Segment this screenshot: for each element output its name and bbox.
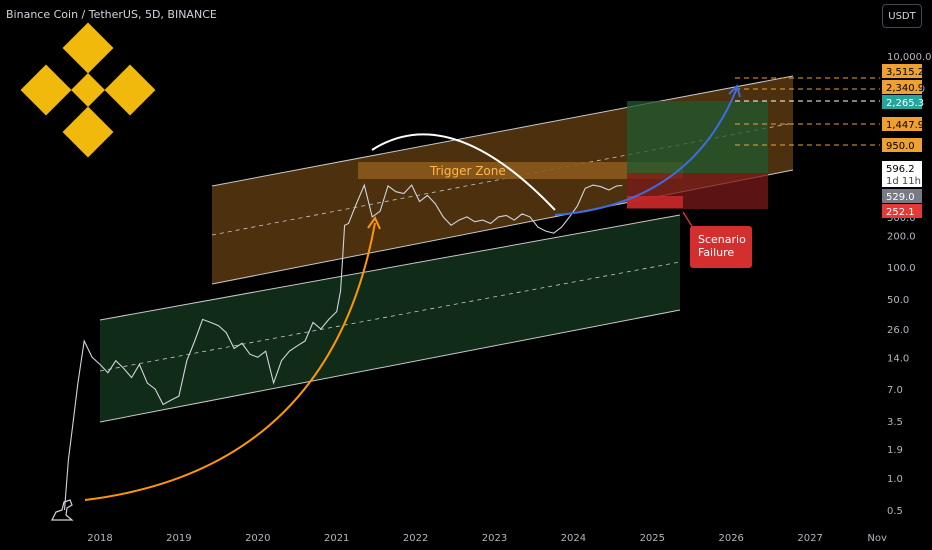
y-tick-label: 10,000.0 xyxy=(887,52,932,63)
watermark-dino-icon xyxy=(51,499,74,521)
y-tick-label: 0.5 xyxy=(887,506,903,517)
price-series-line xyxy=(63,183,623,511)
x-tick-label: 2026 xyxy=(718,533,743,544)
y-tick-label: 14.0 xyxy=(887,353,909,364)
orange-projection-arrow xyxy=(84,222,376,501)
orange-channel-mid xyxy=(211,122,794,236)
price-tag-bg xyxy=(882,173,922,187)
orange-arrow-head xyxy=(367,215,381,230)
y-tick-label: 300.0 xyxy=(887,213,916,224)
green-channel-mid xyxy=(99,261,681,372)
blue-arrow-head xyxy=(728,84,741,98)
binance-logo-icon xyxy=(20,22,156,158)
x-tick-label: 2018 xyxy=(87,533,112,544)
binance-logo-part xyxy=(20,64,72,116)
scenario-failure-label: Scenario xyxy=(698,233,746,246)
cycle-arc xyxy=(371,133,556,211)
orange-channel-top xyxy=(211,75,794,187)
price-tag-label: 2,265.3 xyxy=(886,98,924,109)
binance-logo-part xyxy=(62,22,114,74)
price-tag-label: 529.0 xyxy=(886,192,915,203)
scenario-failure-label: Failure xyxy=(698,246,734,259)
green-channel xyxy=(100,215,680,422)
binance-logo-part xyxy=(71,73,105,107)
price-tag-label: 596.2 xyxy=(886,164,915,175)
x-tick-label: 2022 xyxy=(403,533,428,544)
x-tick-label: 2021 xyxy=(324,533,349,544)
y-tick-label: 3.5 xyxy=(887,417,903,428)
y-tick-label: 7.0 xyxy=(887,385,903,396)
x-tick-label: 2019 xyxy=(166,533,191,544)
price-tag-label: 1d 11h xyxy=(886,176,921,187)
price-tag-label: 1,447.9 xyxy=(886,120,924,131)
stop-loss-band xyxy=(627,196,683,208)
price-tag-label: 3,515.2 xyxy=(886,67,924,78)
target-profit-box xyxy=(627,101,768,173)
trigger-zone-label: Trigger Zone xyxy=(429,164,506,178)
y-tick-label: 100.0 xyxy=(887,263,916,274)
x-tick-label: 2024 xyxy=(561,533,586,544)
binance-logo-part xyxy=(104,64,156,116)
price-tag-bg xyxy=(882,64,922,78)
price-tag-bg xyxy=(882,138,922,152)
price-tag-label: 2,340.9 xyxy=(886,83,924,94)
price-tag-bg xyxy=(882,161,922,175)
scenario-failure-box xyxy=(690,226,752,268)
price-tag-bg xyxy=(882,95,922,109)
scenario-failure-pointer xyxy=(682,211,694,229)
green-channel-top xyxy=(99,214,681,321)
price-tag-label: 950.0 xyxy=(886,141,915,152)
x-tick-label: Nov xyxy=(867,533,887,544)
currency-button[interactable]: USDT xyxy=(882,4,922,28)
price-tag-bg xyxy=(882,189,922,203)
x-tick-label: 2025 xyxy=(640,533,665,544)
y-tick-label: 200.0 xyxy=(887,231,916,242)
x-tick-label: 2023 xyxy=(482,533,507,544)
x-tick-label: 2020 xyxy=(245,533,270,544)
symbol-title: Binance Coin / TetherUS, 5D, BINANCE xyxy=(6,8,217,21)
price-tag-bg xyxy=(882,117,922,131)
price-tag-bg xyxy=(882,80,922,94)
blue-projection-arrow xyxy=(554,87,738,216)
green-channel-bottom xyxy=(99,309,681,423)
price-tag-label: 252.1 xyxy=(886,207,915,218)
x-tick-label: 2027 xyxy=(797,533,822,544)
trigger-zone-box xyxy=(358,162,683,179)
y-tick-label: 1.0 xyxy=(887,474,903,485)
price-tag-bg xyxy=(882,204,922,218)
y-tick-label: 1.9 xyxy=(887,445,903,456)
binance-logo-part xyxy=(62,106,114,158)
y-tick-label: 50.0 xyxy=(887,295,909,306)
y-tick-label: 26.0 xyxy=(887,325,909,336)
